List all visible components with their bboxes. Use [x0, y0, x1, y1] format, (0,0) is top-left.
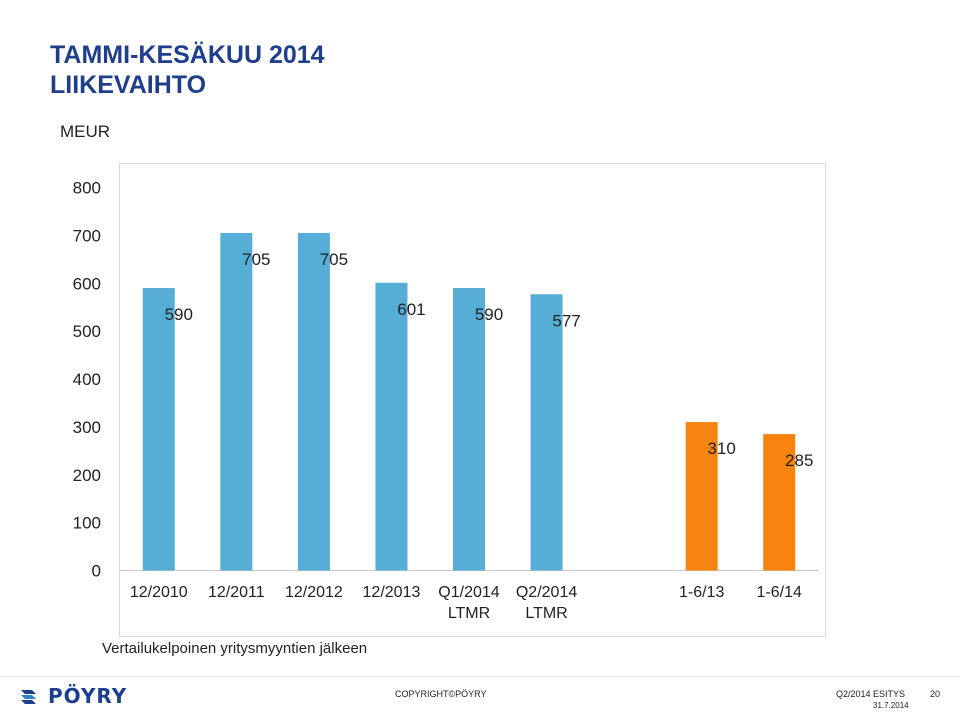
bar: [685, 422, 718, 571]
y-tick-label: 600: [73, 274, 101, 293]
bar: [297, 232, 330, 571]
y-tick-label: 100: [73, 514, 101, 533]
chart-title: TAMMI-KESÄKUU 2014 LIIKEVAIHTO: [50, 40, 325, 100]
page-number: 20: [930, 689, 941, 699]
y-tick-label: 0: [92, 562, 101, 581]
x-tick-label: 12/2012: [285, 584, 343, 601]
footer-divider: [0, 676, 960, 677]
unit-label: MEUR: [60, 122, 111, 141]
chart-title-line-2: LIIKEVAIHTO: [50, 71, 207, 99]
bar: [375, 282, 408, 571]
presentation-date: 31.7.2014: [873, 701, 909, 710]
y-tick-label: 700: [73, 226, 101, 245]
data-label: 590: [475, 305, 503, 324]
x-tick-label: LTMR: [525, 605, 567, 622]
y-tick-label: 500: [73, 322, 101, 341]
x-tick-label: LTMR: [448, 605, 490, 622]
data-label: 705: [320, 250, 348, 269]
bar: [142, 288, 175, 571]
data-label: 310: [707, 439, 735, 458]
x-tick-label: Q2/2014: [516, 584, 577, 601]
bar: [453, 288, 485, 571]
copyright-text: COPYRIGHT©PÖYRY: [395, 689, 487, 699]
x-tick-label: 12/2011: [208, 584, 265, 601]
y-tick-label: 200: [73, 466, 101, 485]
data-label: 601: [397, 300, 425, 319]
data-label: 590: [165, 305, 193, 324]
y-tick-label: 400: [73, 370, 101, 389]
chart-title-line-1: TAMMI-KESÄKUU 2014: [50, 41, 325, 69]
y-tick-label: 800: [73, 179, 101, 198]
bar: [220, 232, 253, 571]
presentation-name: Q2/2014 ESITYS: [836, 689, 906, 699]
x-tick-label: 1-6/14: [757, 584, 802, 601]
x-tick-label: 1-6/13: [679, 584, 724, 601]
data-label: 577: [552, 311, 580, 330]
footnote: Vertailukelpoinen yritysmyyntien jälkeen: [102, 640, 368, 657]
poyry-logo-icon: [21, 690, 36, 704]
logo-wordmark: PÖYRY: [48, 684, 128, 708]
y-tick-label: 300: [73, 418, 101, 437]
data-label: 705: [242, 250, 270, 269]
data-label: 285: [785, 451, 813, 470]
bar: [763, 434, 796, 571]
x-tick-label: Q1/2014: [438, 584, 499, 601]
bar: [530, 294, 563, 571]
poyry-logo: PÖYRY: [18, 683, 127, 709]
x-tick-label: 12/2010: [130, 584, 188, 601]
x-tick-label: 12/2013: [363, 584, 421, 601]
